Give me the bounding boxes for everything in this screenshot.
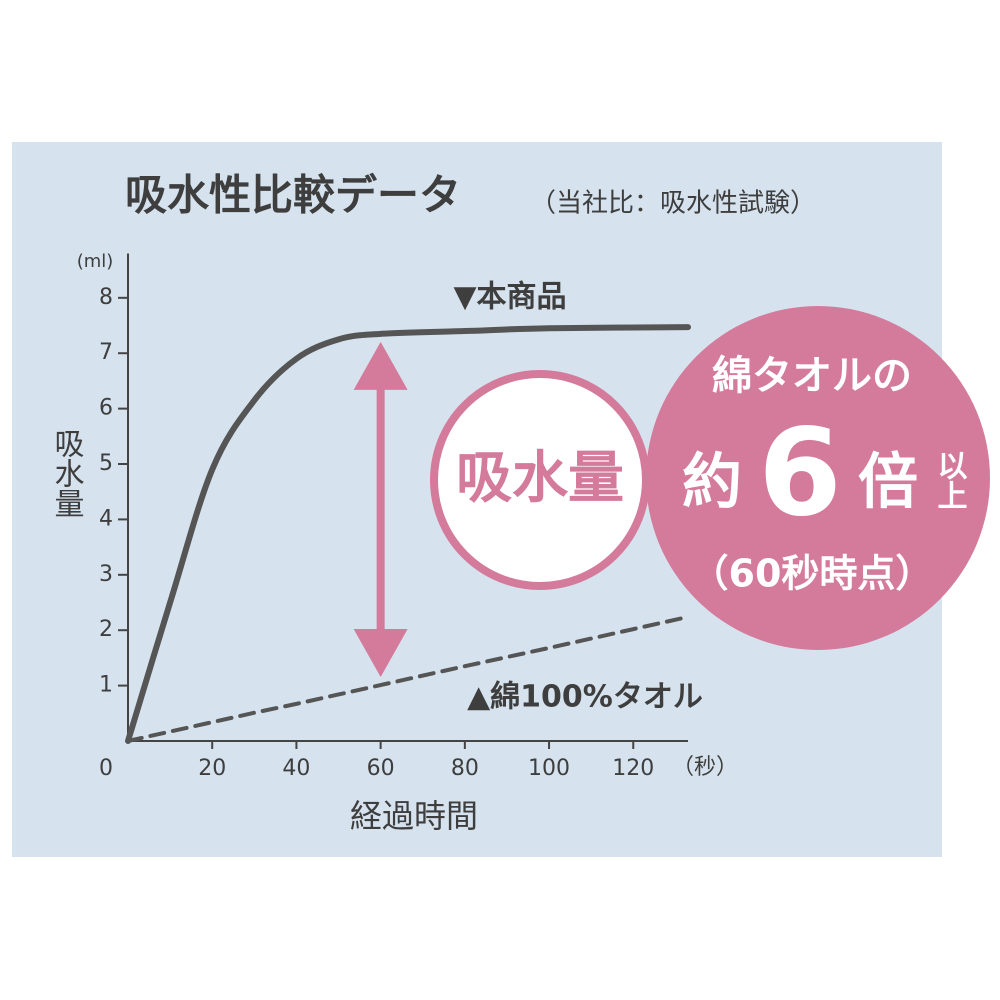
x-tick-label: 40 xyxy=(282,756,310,781)
x-axis-label: 経過時間 xyxy=(350,797,478,835)
callout-text: 倍 xyxy=(858,448,918,518)
arrow-head xyxy=(353,629,408,678)
y-tick-label: 1 xyxy=(99,673,113,698)
x-tick-label: 0 xyxy=(99,756,113,781)
y-tick-label: 4 xyxy=(99,506,113,531)
callout-text: 綿タオルの xyxy=(712,353,912,399)
callout-text: 以上 xyxy=(932,450,967,510)
legend-entry: ▲綿100%タオル xyxy=(467,680,703,715)
legend-entry: ▼本商品 xyxy=(453,280,566,315)
x-tick-label: 20 xyxy=(198,756,226,781)
callout-number: 6 xyxy=(758,405,842,544)
y-tick-label: 5 xyxy=(99,451,113,476)
chart-title: 吸水性比較データ xyxy=(125,171,461,220)
x-unit: （秒） xyxy=(672,755,738,780)
y-axis-label: 吸水量 xyxy=(49,428,84,518)
y-unit: (ml) xyxy=(77,251,114,272)
y-tick-label: 6 xyxy=(99,396,113,421)
callout-text: 約 xyxy=(682,448,742,518)
x-tick-label: 80 xyxy=(451,756,479,781)
y-tick-label: 3 xyxy=(99,562,113,587)
series-line xyxy=(125,324,691,744)
x-tick-label: 60 xyxy=(367,756,395,781)
y-tick-label: 2 xyxy=(99,617,113,642)
arrow-head xyxy=(353,341,408,390)
y-tick-label: 7 xyxy=(99,340,113,365)
y-tick-label: 8 xyxy=(99,285,113,310)
callout-label: 吸水量 xyxy=(456,446,624,511)
callout-circle xyxy=(646,306,990,650)
chart-subtitle: （当社比：吸水性試験） xyxy=(530,189,816,219)
series-line xyxy=(126,614,690,743)
callout-circle xyxy=(430,370,650,590)
callout-text: （60秒時点） xyxy=(691,552,934,596)
x-tick-label: 120 xyxy=(612,756,654,781)
x-tick-label: 100 xyxy=(528,756,570,781)
